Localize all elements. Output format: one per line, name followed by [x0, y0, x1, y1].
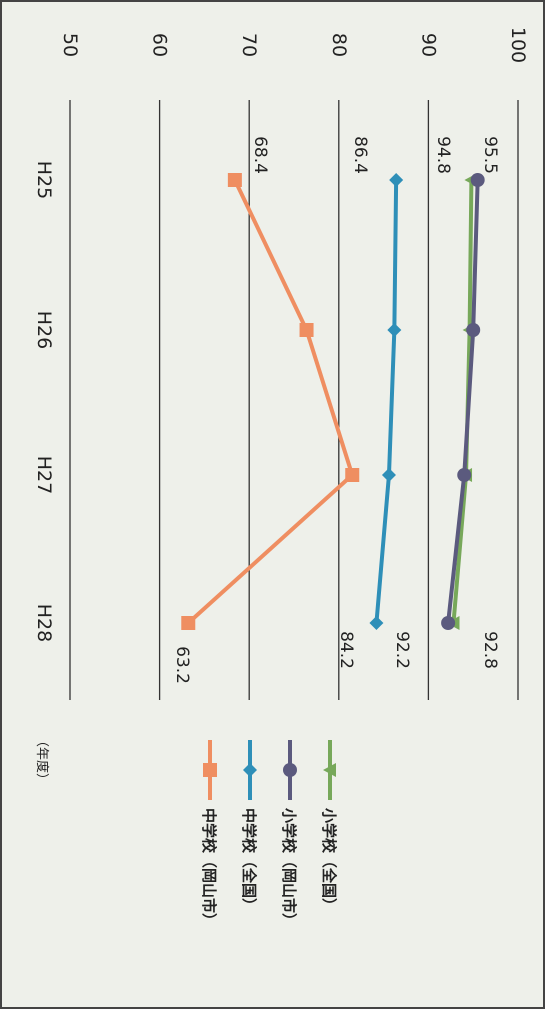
data-point: [181, 616, 196, 630]
data-label: 86.4: [350, 136, 370, 174]
legend-label: 中学校（全国）: [240, 808, 258, 913]
data-label: 95.5: [480, 136, 500, 174]
data-label: 68.4: [250, 136, 270, 174]
x-axis-unit-label: （年度）: [34, 734, 50, 786]
data-point: [299, 323, 314, 337]
x-tick-label: H28: [33, 604, 55, 642]
data-point: [369, 616, 384, 630]
series-line-1: [446, 179, 480, 624]
data-point: [441, 616, 456, 630]
series-layer: [181, 173, 485, 630]
data-label: 94.8: [433, 136, 453, 174]
y-tick-label: 80: [328, 33, 350, 57]
label-layer: 50 60 70 80 90 100 H25 H26 H27 H28 94.8 92.8 95.5 92.…: [33, 27, 529, 684]
data-label: 92.8: [480, 631, 500, 669]
grid-layer: [69, 100, 519, 700]
y-tick-label: 50: [59, 33, 81, 57]
data-label: 63.2: [172, 646, 192, 684]
data-point: [243, 763, 257, 777]
legend-label: 中学校（岡山市）: [200, 808, 218, 928]
y-tick-label: 70: [238, 33, 260, 57]
data-point: [387, 323, 402, 337]
data-point: [466, 323, 481, 337]
data-point: [389, 173, 404, 187]
y-tick-label: 100: [507, 27, 529, 63]
data-point: [203, 763, 217, 777]
y-tick-label: 60: [149, 33, 171, 57]
y-tick-label: 90: [417, 33, 439, 57]
data-label: 84.2: [336, 631, 356, 669]
data-point: [345, 468, 360, 482]
data-point: [227, 173, 242, 187]
data-point: [323, 763, 336, 777]
legend-label: 小学校（岡山市）: [280, 808, 298, 928]
data-point: [283, 763, 297, 777]
data-point: [381, 468, 396, 482]
x-tick-label: H26: [33, 311, 55, 349]
data-label: 92.2: [392, 631, 412, 669]
legend-label: 小学校（全国）: [320, 808, 338, 913]
data-point: [470, 173, 485, 187]
series-line-3: [186, 179, 355, 625]
x-tick-label: H25: [33, 161, 55, 199]
data-point: [457, 468, 472, 482]
series-line-2: [374, 179, 399, 624]
x-tick-label: H27: [33, 456, 55, 494]
legend: 小学校（全国） 小学校（岡山市） 中学校（全国） 中学校（岡山市）: [200, 740, 338, 928]
